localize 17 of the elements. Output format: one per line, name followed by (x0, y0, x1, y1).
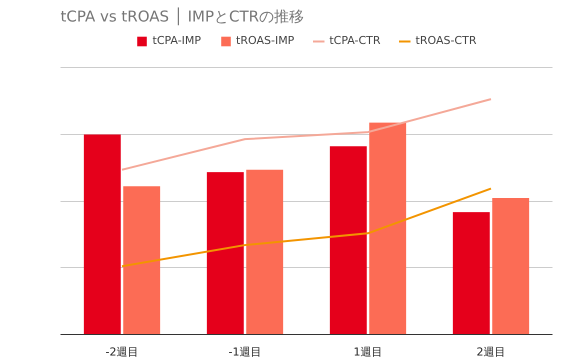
legend-label: tROAS-IMP (236, 34, 294, 47)
bar (369, 122, 406, 334)
legend-label: tCPA-CTR (329, 34, 381, 47)
legend-label: tROAS-CTR (416, 34, 476, 47)
bar (84, 134, 121, 334)
x-tick-label: -1週目 (228, 346, 262, 358)
bar (492, 198, 530, 334)
bar (246, 170, 284, 334)
chart-title: tCPA vs tROAS │ IMPとCTRの推移 (60, 6, 304, 26)
bar (330, 146, 367, 334)
x-tick-label: 2週目 (476, 346, 506, 358)
x-tick-label: 1週目 (354, 346, 382, 358)
bar (452, 212, 490, 334)
bar (206, 172, 244, 334)
legend-label: tCPA-IMP (152, 34, 202, 47)
x-tick-label: -2週目 (106, 346, 138, 358)
bar (123, 186, 160, 334)
